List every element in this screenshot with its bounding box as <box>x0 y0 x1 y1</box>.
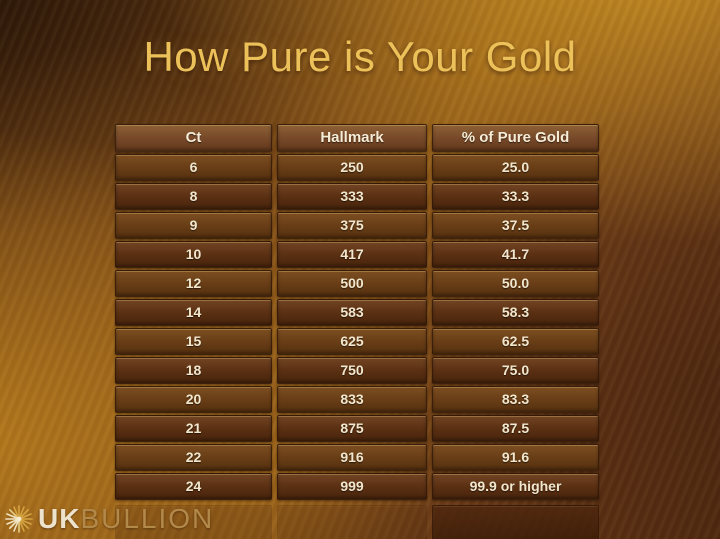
table-row: 20 833 83.3 <box>115 386 599 413</box>
table-row: 14 583 58.3 <box>115 299 599 326</box>
cell-ct: 18 <box>115 357 272 384</box>
table-row: 24 999 99.9 or higher <box>115 473 599 500</box>
cell-pure-gold: 37.5 <box>432 212 599 239</box>
cell-ct: 15 <box>115 328 272 355</box>
table-row: 22 916 91.6 <box>115 444 599 471</box>
table-row: 10 417 41.7 <box>115 241 599 268</box>
cell-pure-gold: 41.7 <box>432 241 599 268</box>
cell-pure-gold: 33.3 <box>432 183 599 210</box>
cell-hallmark: 875 <box>277 415 427 442</box>
slide-title: How Pure is Your Gold <box>143 33 577 80</box>
purity-table: Ct Hallmark % of Pure Gold 6 250 25.0 8 … <box>115 124 599 502</box>
cell-ct: 24 <box>115 473 272 500</box>
cell-hallmark: 625 <box>277 328 427 355</box>
cell-hallmark: 916 <box>277 444 427 471</box>
cell-ct: 12 <box>115 270 272 297</box>
table-row: 6 250 25.0 <box>115 154 599 181</box>
cell-pure-gold: 83.3 <box>432 386 599 413</box>
empty-cell <box>432 505 599 539</box>
cell-hallmark: 999 <box>277 473 427 500</box>
cell-hallmark: 417 <box>277 241 427 268</box>
cell-ct: 10 <box>115 241 272 268</box>
cell-ct: 6 <box>115 154 272 181</box>
cell-ct: 8 <box>115 183 272 210</box>
ukbullion-logo: UK BULLION <box>3 501 214 537</box>
empty-cell <box>277 505 427 539</box>
cell-pure-gold: 25.0 <box>432 154 599 181</box>
column-header-pure-gold: % of Pure Gold <box>432 124 599 152</box>
table-row: 8 333 33.3 <box>115 183 599 210</box>
cell-pure-gold: 87.5 <box>432 415 599 442</box>
column-header-ct: Ct <box>115 124 272 152</box>
cell-ct: 9 <box>115 212 272 239</box>
table-row: 12 500 50.0 <box>115 270 599 297</box>
cell-hallmark: 250 <box>277 154 427 181</box>
cell-hallmark: 375 <box>277 212 427 239</box>
cell-hallmark: 333 <box>277 183 427 210</box>
table-partial-next-row <box>115 505 599 539</box>
table-row: 15 625 62.5 <box>115 328 599 355</box>
table-header-row: Ct Hallmark % of Pure Gold <box>115 124 599 152</box>
cell-ct: 22 <box>115 444 272 471</box>
cell-ct: 20 <box>115 386 272 413</box>
cell-ct: 21 <box>115 415 272 442</box>
empty-cell <box>115 505 272 539</box>
table-row: 9 375 37.5 <box>115 212 599 239</box>
column-header-hallmark: Hallmark <box>277 124 427 152</box>
cell-hallmark: 500 <box>277 270 427 297</box>
cell-pure-gold: 50.0 <box>432 270 599 297</box>
cell-pure-gold: 99.9 or higher <box>432 473 599 500</box>
cell-hallmark: 583 <box>277 299 427 326</box>
logo-text-bullion: BULLION <box>80 503 215 534</box>
table-row: 18 750 75.0 <box>115 357 599 384</box>
cell-ct: 14 <box>115 299 272 326</box>
cell-pure-gold: 58.3 <box>432 299 599 326</box>
cell-pure-gold: 91.6 <box>432 444 599 471</box>
cell-pure-gold: 75.0 <box>432 357 599 384</box>
table-row: 21 875 87.5 <box>115 415 599 442</box>
logo-text-uk: UK <box>38 503 81 534</box>
cell-pure-gold: 62.5 <box>432 328 599 355</box>
table-body: 6 250 25.0 8 333 33.3 9 375 37.5 10 417 … <box>115 154 599 500</box>
sunburst-icon <box>3 503 35 535</box>
cell-hallmark: 750 <box>277 357 427 384</box>
cell-hallmark: 833 <box>277 386 427 413</box>
